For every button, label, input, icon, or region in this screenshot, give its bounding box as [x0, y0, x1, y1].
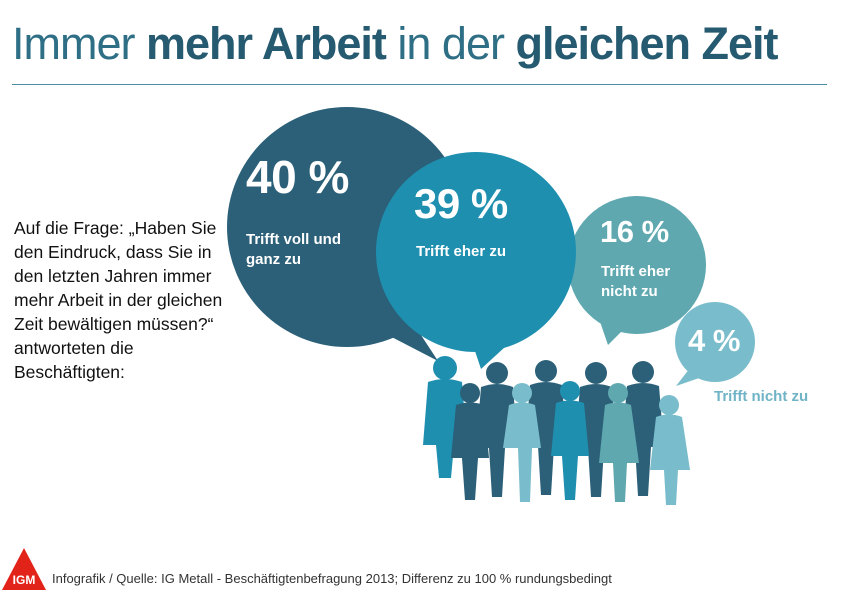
bubble-4-percent: 4 %	[688, 323, 740, 358]
crowd-front-row	[451, 381, 690, 505]
survey-question: Auf die Frage: „Haben Sie den Eindruck, …	[14, 218, 223, 382]
bubble-2-percent: 39 %	[414, 180, 508, 227]
bubble-3-label: Trifft eher nicht zu	[601, 263, 671, 300]
bubble-3-percent: 16 %	[600, 214, 669, 249]
bubble-2-label: Trifft eher zu	[416, 243, 507, 260]
page-title: Immer mehr Arbeit in der gleichen Zeit	[12, 18, 779, 69]
svg-text:IGM: IGM	[13, 573, 36, 587]
bubble-4	[675, 302, 755, 386]
bubble-3	[568, 196, 706, 345]
igm-logo: IGM	[2, 548, 46, 590]
bubble-1-percent: 40 %	[246, 151, 349, 203]
bubble-2	[376, 152, 576, 369]
source-footer: Infografik / Quelle: IG Metall - Beschäf…	[52, 571, 612, 586]
bubble-4-label: Trifft nicht zu	[714, 388, 809, 405]
crowd-back-row	[423, 356, 664, 497]
title-divider	[12, 84, 827, 85]
bubble-1-label: Trifft voll und ganz zu	[246, 231, 341, 268]
